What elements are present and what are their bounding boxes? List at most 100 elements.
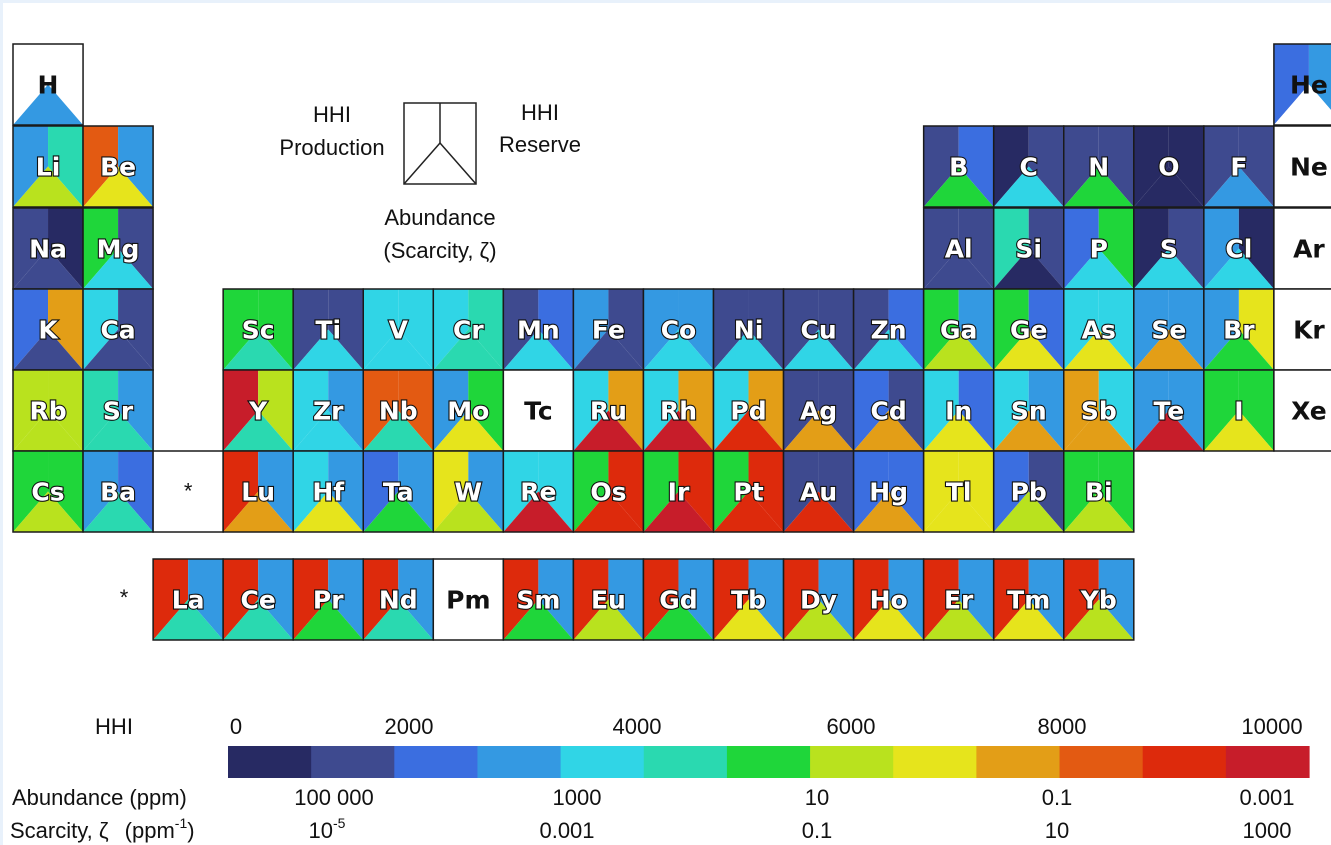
element-cell-nb: Nb bbox=[362, 369, 435, 452]
element-cell-cs: Cs bbox=[12, 450, 84, 533]
cell-reserve-region bbox=[678, 289, 714, 370]
cell-reserve-region bbox=[468, 451, 504, 532]
element-cell-lu: Lu bbox=[222, 450, 294, 533]
cell-reserve-region bbox=[888, 370, 924, 451]
cell-reserve-region bbox=[608, 289, 644, 370]
element-cell-sr: Sr bbox=[82, 369, 154, 452]
cell-production-region bbox=[923, 289, 959, 370]
cell-reserve-region bbox=[608, 559, 644, 640]
cell-reserve-region bbox=[748, 370, 784, 451]
element-cell-he: He bbox=[1273, 43, 1331, 126]
cell-abundance-region bbox=[223, 329, 294, 370]
cell-abundance-region bbox=[83, 248, 154, 289]
cell-production-region bbox=[363, 559, 399, 640]
element-symbol: Pd bbox=[730, 397, 766, 426]
element-symbol: C bbox=[1020, 153, 1038, 182]
element-symbol: Lu bbox=[241, 478, 275, 507]
element-cell-ho: Ho bbox=[852, 558, 925, 641]
cell-production-region bbox=[783, 289, 819, 370]
cell-reserve-region bbox=[678, 451, 714, 532]
cell-production-region bbox=[83, 289, 119, 370]
cell-reserve-region bbox=[608, 451, 644, 532]
cell-abundance-region bbox=[923, 410, 994, 451]
element-symbol: Tl bbox=[946, 478, 972, 507]
element-cell-mo: Mo bbox=[432, 369, 505, 452]
color-bar bbox=[228, 746, 1310, 778]
cell-production-region bbox=[503, 451, 539, 532]
hhi-tick-label: 2000 bbox=[385, 714, 434, 739]
cell-reserve-region bbox=[118, 370, 154, 451]
element-symbol: Br bbox=[1223, 316, 1255, 345]
cell-reserve-region bbox=[1098, 451, 1134, 532]
element-cell-co: Co bbox=[642, 288, 715, 371]
scarcity-label-unit-sup: -1 bbox=[175, 815, 188, 831]
element-cell-s: S bbox=[1133, 207, 1205, 290]
element-symbol: Sc bbox=[242, 316, 275, 345]
cell-production-region bbox=[1063, 289, 1099, 370]
cell-production-region bbox=[223, 559, 259, 640]
element-symbol: * bbox=[184, 479, 193, 504]
scarcity-tick-base: 0.1 bbox=[802, 818, 833, 843]
cell-reserve-region bbox=[118, 208, 154, 289]
cell-abundance-region bbox=[13, 410, 84, 451]
element-symbol: Mo bbox=[447, 397, 489, 426]
element-cell-sb: Sb bbox=[1063, 369, 1135, 452]
cell-production-region bbox=[13, 451, 49, 532]
element-cell-tc: Tc bbox=[502, 369, 575, 452]
cell-reserve-region bbox=[48, 289, 84, 370]
cell-production-region bbox=[923, 559, 959, 640]
element-symbol: Al bbox=[945, 235, 973, 264]
element-symbol: Rh bbox=[660, 397, 697, 426]
cell-production-region bbox=[1133, 370, 1169, 451]
element-cell-eu: Eu bbox=[572, 558, 645, 641]
cell-abundance-region bbox=[1063, 248, 1134, 289]
cell-production-region bbox=[1273, 289, 1309, 370]
element-cell-w: W bbox=[432, 450, 505, 533]
cell-reserve-region bbox=[398, 289, 434, 370]
legend-abundance-line2: (Scarcity, ζ) bbox=[383, 238, 496, 263]
cell-abundance-region bbox=[13, 329, 84, 370]
cell-reserve-region bbox=[48, 208, 84, 289]
cell-abundance-region bbox=[993, 329, 1064, 370]
cell-reserve-region bbox=[538, 451, 574, 532]
element-cell-tl: Tl bbox=[922, 450, 995, 533]
cell-abundance-region bbox=[1063, 491, 1134, 532]
element-cell-p: P bbox=[1063, 207, 1135, 290]
cell-production-region bbox=[1133, 126, 1169, 207]
element-cell-be: Be bbox=[82, 125, 154, 208]
cell-abundance-region bbox=[503, 410, 574, 451]
element-symbol: Ho bbox=[870, 586, 908, 615]
cell-reserve-region bbox=[328, 451, 364, 532]
cell-abundance-region bbox=[923, 329, 994, 370]
scarcity-tick-base: 0.001 bbox=[539, 818, 594, 843]
element-symbol: Nb bbox=[379, 397, 418, 426]
cell-reserve-region bbox=[818, 370, 854, 451]
element-symbol: Te bbox=[1153, 397, 1184, 426]
element-symbol: Tc bbox=[524, 397, 553, 426]
element-symbol: As bbox=[1082, 316, 1116, 345]
element-symbol: Y bbox=[248, 397, 268, 426]
element-cell-as: As bbox=[1063, 288, 1135, 371]
element-symbol: Pb bbox=[1011, 478, 1047, 507]
cell-production-region bbox=[1273, 44, 1309, 125]
cell-production-region bbox=[363, 451, 399, 532]
cell-reserve-region bbox=[608, 370, 644, 451]
element-cell-ga: Ga bbox=[922, 288, 995, 371]
cell-reserve-region bbox=[818, 559, 854, 640]
element-cell-kr: Kr bbox=[1273, 288, 1331, 371]
element-symbol: Ru bbox=[590, 397, 627, 426]
cell-production-region bbox=[1203, 208, 1239, 289]
element-symbol: Eu bbox=[591, 586, 626, 615]
cell-production-region bbox=[783, 451, 819, 532]
cell-abundance-region bbox=[1133, 248, 1204, 289]
element-symbol: Hf bbox=[312, 478, 345, 507]
scarcity-tick-exponent: -5 bbox=[333, 815, 346, 831]
cell-production-region bbox=[993, 289, 1029, 370]
element-symbol: Yb bbox=[1080, 586, 1117, 615]
cell-abundance-region bbox=[1273, 166, 1331, 207]
legend-hhi-production-line1: HHI bbox=[313, 102, 351, 127]
cell-abundance-region bbox=[1273, 410, 1331, 451]
cell-production-region bbox=[293, 451, 329, 532]
scale-abundance-label: Abundance (ppm) bbox=[12, 785, 187, 810]
